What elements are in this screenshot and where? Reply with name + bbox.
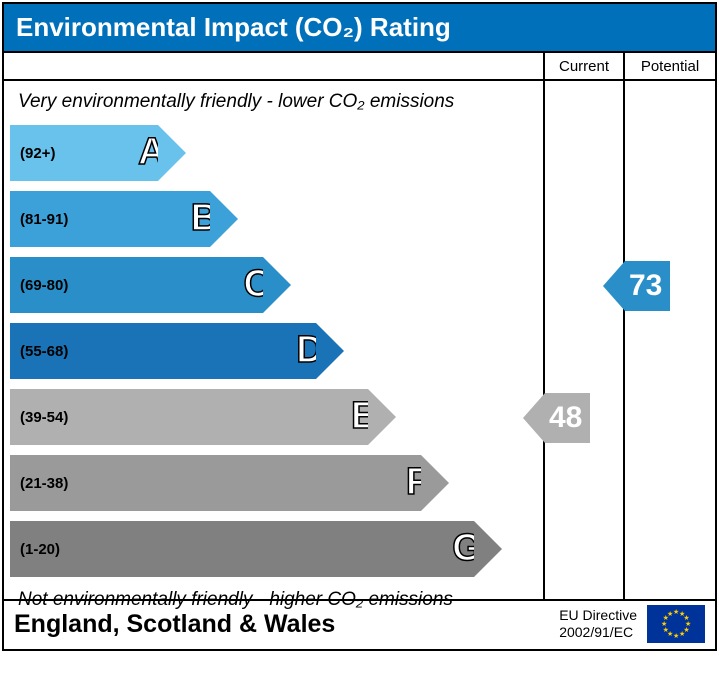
potential-pointer-arrow-icon: [603, 261, 625, 311]
current-pointer-body: 48: [545, 393, 590, 443]
directive-line2: 2002/91/EC: [559, 624, 633, 640]
caption-top: Very environmentally friendly - lower CO…: [10, 87, 537, 117]
band-letter-g: G: [452, 529, 482, 567]
band-range-g: (1-20): [20, 541, 60, 558]
band-bar-d: (55-68)D: [10, 323, 316, 379]
band-row-a: (92+) A: [10, 123, 537, 183]
potential-pointer-value: 73: [629, 269, 662, 303]
band-bar-b: (81-91)B: [10, 191, 210, 247]
band-row-f: (21-38) F: [10, 453, 537, 513]
chart-grid: Current Potential Very environmentally f…: [4, 51, 715, 601]
band-bar-g: (1-20)G: [10, 521, 474, 577]
rating-chart-container: Environmental Impact (CO₂) Rating Curren…: [2, 2, 717, 651]
band-row-e: (39-54) E: [10, 387, 537, 447]
band-range-f: (21-38): [20, 475, 68, 492]
header-current: Current: [545, 51, 625, 81]
potential-column: 73: [625, 81, 715, 601]
directive-line1: EU Directive: [559, 607, 637, 623]
band-bar-e: (39-54)E: [10, 389, 368, 445]
header-potential: Potential: [625, 51, 715, 81]
caption-bottom: Not environmentally friendly - higher CO…: [10, 585, 537, 615]
band-letter-a: A: [138, 133, 165, 171]
band-letter-c: C: [244, 265, 271, 303]
chart-title: Environmental Impact (CO₂) Rating: [4, 4, 715, 51]
band-bar-c: (69-80)C: [10, 257, 263, 313]
potential-pointer-body: 73: [625, 261, 670, 311]
bands-list: (92+) A (81-91) B (69-80) C (55-68) D (39-54) E (2…: [10, 123, 537, 579]
band-range-d: (55-68): [20, 343, 68, 360]
band-bar-f: (21-38)F: [10, 455, 421, 511]
eu-star-icon: ★: [667, 610, 673, 618]
eu-flag-icon: ★★★★★★★★★★★★: [647, 605, 705, 643]
eu-star-icon: ★: [679, 630, 685, 638]
band-range-a: (92+): [20, 145, 55, 162]
current-pointer-value: 48: [549, 401, 582, 435]
current-pointer-arrow-icon: [523, 393, 545, 443]
band-range-e: (39-54): [20, 409, 68, 426]
band-letter-f: F: [406, 463, 429, 501]
band-letter-b: B: [191, 199, 218, 237]
band-row-d: (55-68) D: [10, 321, 537, 381]
band-letter-e: E: [351, 397, 376, 435]
band-range-b: (81-91): [20, 211, 68, 228]
band-row-g: (1-20) G: [10, 519, 537, 579]
footer-directive: EU Directive 2002/91/EC: [559, 607, 637, 641]
band-letter-d: D: [296, 331, 323, 369]
potential-pointer: 73: [603, 261, 670, 311]
band-row-c: (69-80) C: [10, 255, 537, 315]
header-blank: [4, 51, 545, 81]
band-row-b: (81-91) B: [10, 189, 537, 249]
current-pointer: 48: [523, 393, 590, 443]
band-range-c: (69-80): [20, 277, 68, 294]
band-bar-a: (92+)A: [10, 125, 158, 181]
eu-star-icon: ★: [673, 632, 679, 640]
bands-cell: Very environmentally friendly - lower CO…: [4, 81, 545, 601]
current-column: 48: [545, 81, 625, 601]
